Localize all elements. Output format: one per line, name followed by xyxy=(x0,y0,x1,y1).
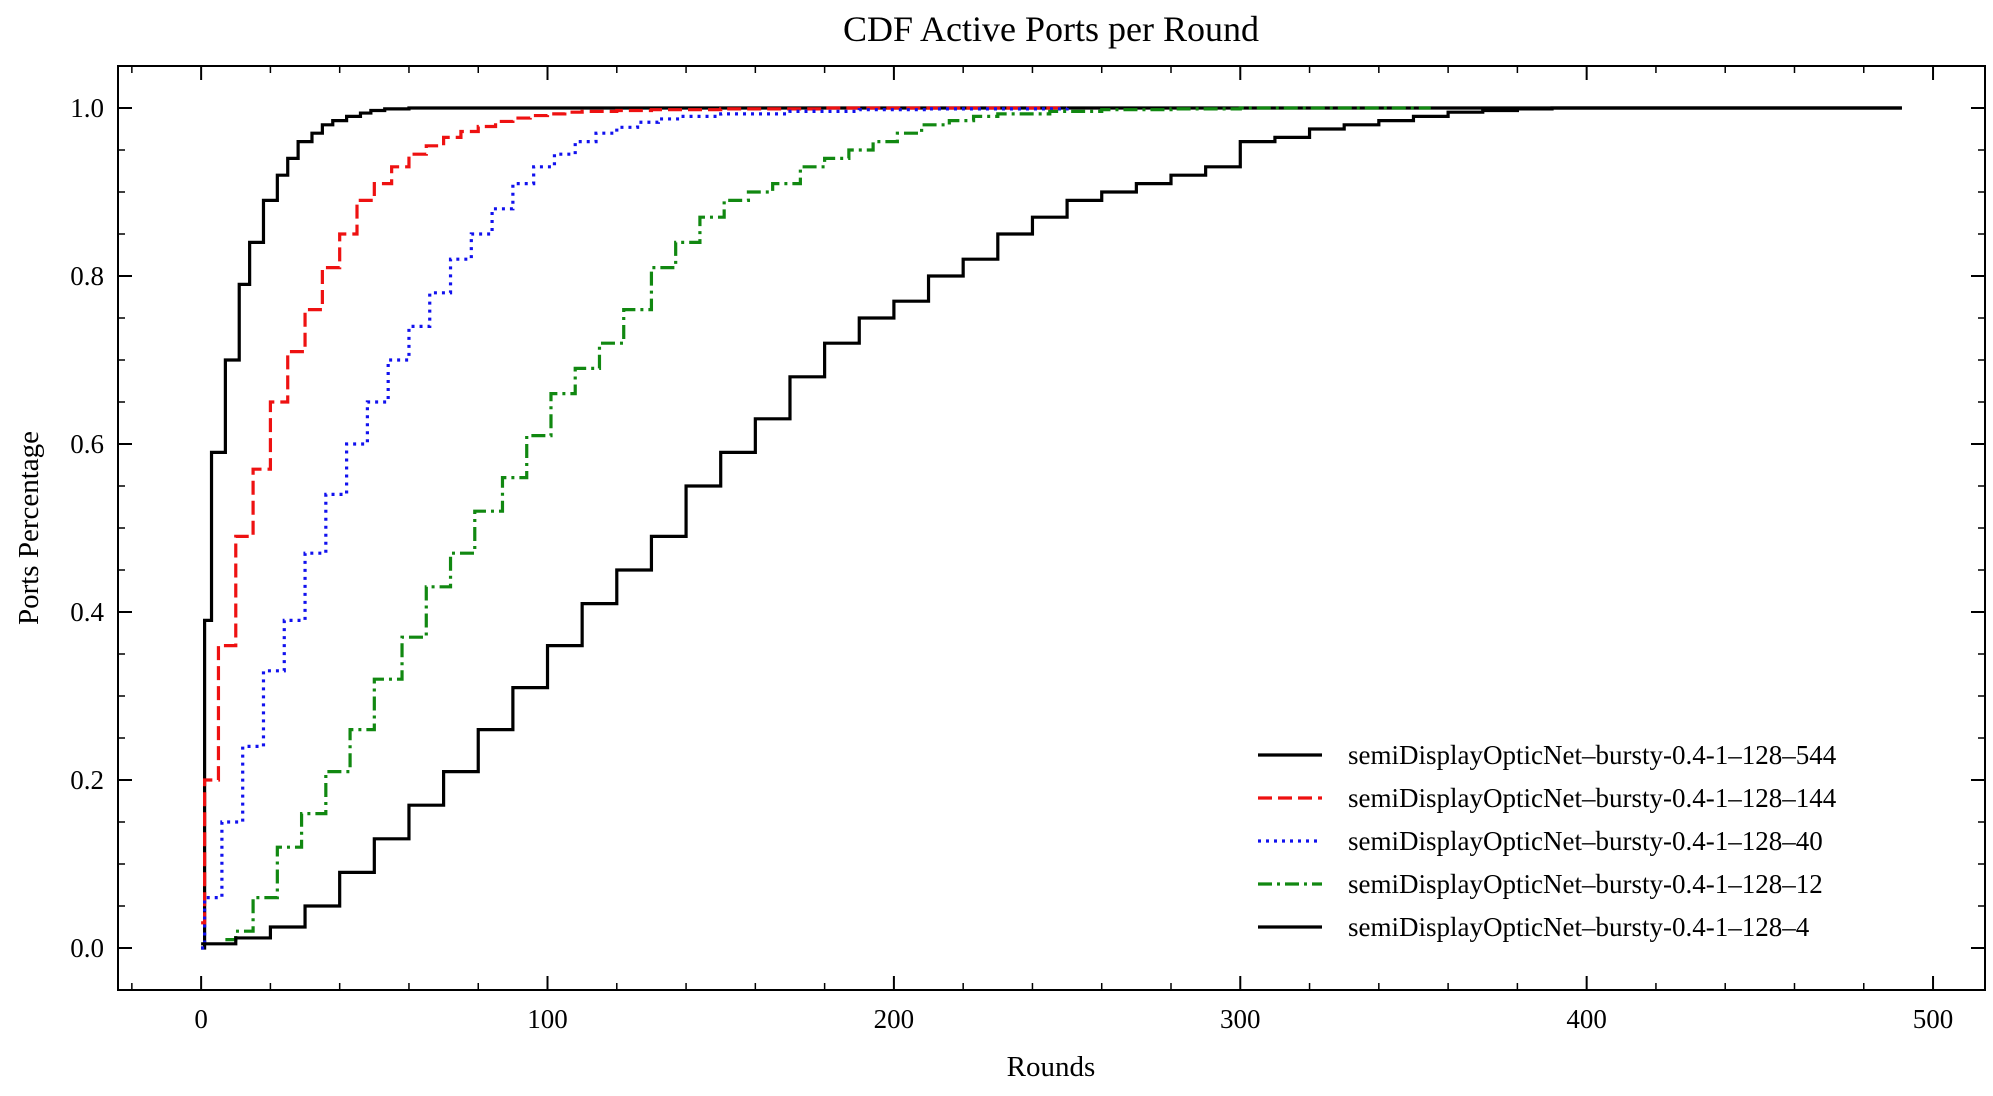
x-tick-label: 300 xyxy=(1220,1004,1261,1034)
series-line-5 xyxy=(201,106,1902,946)
legend-label: semiDisplayOpticNet–bursty-0.4-1–128–40 xyxy=(1348,826,1823,856)
y-tick-label: 0.8 xyxy=(70,261,104,291)
legend: semiDisplayOpticNet–bursty-0.4-1–128–544… xyxy=(1258,740,1837,942)
x-tick-label: 100 xyxy=(527,1004,568,1034)
legend-label: semiDisplayOpticNet–bursty-0.4-1–128–544 xyxy=(1348,740,1837,770)
x-axis-label: Rounds xyxy=(1007,1051,1096,1083)
y-tick-label: 1.0 xyxy=(70,93,104,123)
series-line-1 xyxy=(201,106,1902,950)
y-tick-label: 0.4 xyxy=(70,597,104,627)
y-tick-label: 0.2 xyxy=(70,765,104,795)
axis-ticks: 0 100 200 300 400 500 0.0 0.2 0.4 0.6 0.8 1.0 xyxy=(70,65,1985,1034)
y-axis-label: Ports Percentage xyxy=(13,431,45,625)
x-tick-label: 400 xyxy=(1566,1004,1607,1034)
legend-label: semiDisplayOpticNet–bursty-0.4-1–128–12 xyxy=(1348,869,1823,899)
legend-label: semiDisplayOpticNet–bursty-0.4-1–128–4 xyxy=(1348,912,1810,942)
series-line-2 xyxy=(201,106,1068,925)
legend-label: semiDisplayOpticNet–bursty-0.4-1–128–144 xyxy=(1348,783,1837,813)
x-tick-label: 500 xyxy=(1913,1004,1954,1034)
x-tick-label: 0 xyxy=(194,1004,208,1034)
y-tick-label: 0.0 xyxy=(70,933,104,963)
series-line-3 xyxy=(201,107,1069,950)
y-tick-label: 0.6 xyxy=(70,429,104,459)
x-tick-label: 200 xyxy=(874,1004,915,1034)
series-line-4 xyxy=(225,106,1431,942)
chart-title: CDF Active Ports per Round xyxy=(843,9,1259,49)
series-lines xyxy=(201,106,1902,950)
